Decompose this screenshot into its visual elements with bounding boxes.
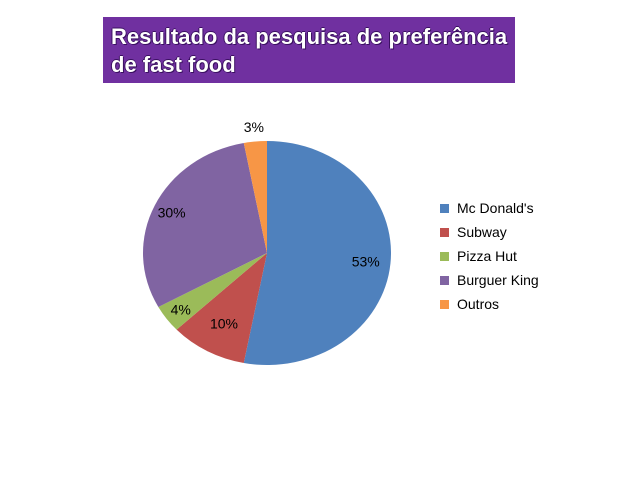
legend-swatch-pizza-hut (440, 251, 449, 261)
legend-item-subway: Subway (440, 220, 539, 244)
legend-swatch-outros (440, 299, 449, 309)
legend-item-pizza-hut: Pizza Hut (440, 244, 539, 268)
pie-slice-subway (176, 253, 267, 364)
chart-legend: Mc Donald's Subway Pizza Hut Burguer King Ou… (440, 196, 539, 316)
pie-slice-mc-donald-s (243, 141, 391, 365)
legend-label-subway: Subway (457, 224, 507, 240)
title-banner: Resultado da pesquisa de preferência de … (103, 17, 515, 83)
pie-slice-burguer-king (142, 142, 267, 307)
legend-label-burguer-king: Burguer King (457, 272, 539, 288)
chart-title-line-1: Resultado da pesquisa de preferência (111, 24, 508, 49)
legend-swatch-subway (440, 227, 449, 237)
data-label-outros: 3% (244, 119, 264, 135)
data-label-subway: 10% (210, 316, 238, 332)
legend-label-outros: Outros (457, 296, 500, 312)
data-label-pizza-hut: 4% (171, 302, 191, 318)
legend-swatch-mc-donald-s (440, 203, 449, 213)
data-label-burguer-king: 30% (158, 204, 186, 220)
legend-label-pizza-hut: Pizza Hut (457, 248, 517, 264)
legend-item-outros: Outros (440, 292, 539, 316)
legend-item-mc-donald-s: Mc Donald's (440, 196, 539, 220)
data-label-mc-donald-s: 53% (352, 253, 380, 269)
legend-label-mc-donald-s: Mc Donald's (457, 200, 534, 216)
pie-slice-pizza-hut (158, 253, 267, 330)
pie-slice-outros (243, 141, 267, 253)
legend-item-burguer-king: Burguer King (440, 268, 539, 292)
legend-swatch-burguer-king (440, 275, 449, 285)
chart-title-line-2: de fast food (111, 52, 236, 77)
